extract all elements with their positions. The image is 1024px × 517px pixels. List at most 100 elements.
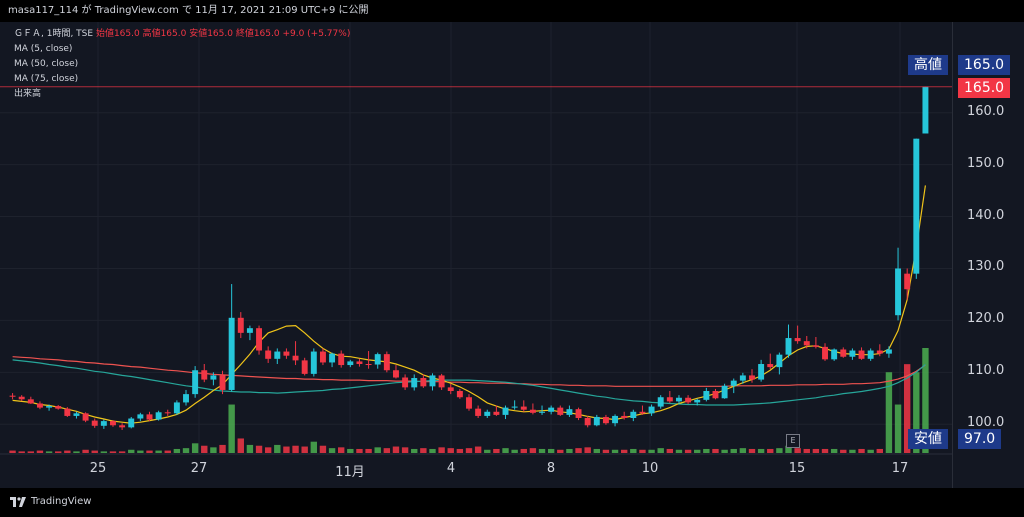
candle-body	[648, 406, 655, 414]
legend-ma75[interactable]: MA (75, close)	[14, 74, 79, 84]
candle-body	[721, 385, 728, 399]
volume-bar	[210, 447, 217, 453]
candle-body	[557, 407, 564, 415]
volume-bar	[703, 448, 710, 453]
candle-body	[593, 416, 600, 426]
candle-body	[694, 399, 701, 403]
volume-bar	[191, 443, 199, 453]
volume-bar	[465, 448, 473, 453]
candle-body	[402, 377, 409, 388]
candle-body	[575, 409, 582, 419]
volume-bar	[27, 451, 35, 453]
candle-body	[356, 361, 363, 365]
candle-body	[283, 351, 290, 356]
legend-ma5[interactable]: MA (5, close)	[14, 44, 73, 54]
volume-bar	[137, 450, 144, 453]
volume-bar	[474, 446, 482, 453]
candle-body	[429, 375, 436, 387]
volume-bar	[173, 448, 181, 453]
candle-body	[27, 399, 34, 404]
volume-bar	[310, 441, 318, 453]
price-tick-label: 140.0	[967, 207, 1005, 223]
candle-body	[885, 349, 892, 354]
ma75-line	[12, 356, 926, 387]
candle-body	[55, 406, 62, 409]
candle-body	[82, 413, 89, 421]
volume-bar	[748, 448, 756, 453]
candle-body	[219, 375, 226, 390]
volume-bar	[721, 449, 728, 453]
candle-body	[484, 411, 491, 416]
candle-body	[895, 268, 902, 316]
volume-bar	[91, 450, 98, 453]
candle-body	[36, 403, 43, 408]
earnings-marker[interactable]: E	[786, 434, 800, 448]
chart-area[interactable]	[0, 22, 1024, 488]
volume-bar	[365, 448, 372, 453]
legend-ma50[interactable]: MA (50, close)	[14, 59, 79, 69]
volume-bar	[328, 448, 336, 453]
volume-bar	[411, 448, 418, 453]
legend-symbol[interactable]: ＧＦＡ, 1時間, TSE	[14, 29, 94, 39]
candle-body	[794, 338, 801, 342]
publisher-bar: masa117_114 が TradingView.com で 11月 17, …	[0, 0, 1024, 22]
candle-body	[146, 414, 153, 420]
volume-bar	[155, 450, 162, 453]
candle-body	[46, 406, 53, 408]
legend-volume[interactable]: 出来高	[14, 89, 42, 99]
candle-body	[511, 406, 518, 408]
volume-bar	[867, 449, 874, 453]
volume-bar	[794, 448, 801, 453]
candle-body	[64, 408, 71, 416]
candle-body	[137, 414, 144, 419]
candle-body	[192, 370, 199, 395]
volume-bar	[639, 449, 646, 453]
price-chart[interactable]	[0, 22, 1024, 488]
candle-body	[338, 353, 345, 366]
candle-body	[265, 350, 272, 359]
price-axis-separator	[952, 22, 953, 488]
candle-body	[466, 397, 472, 409]
candle-body	[393, 370, 399, 378]
volume-bar	[45, 451, 53, 453]
candle-body	[621, 415, 628, 419]
volume-bar	[684, 449, 692, 453]
candle-body	[456, 391, 463, 398]
volume-bar	[885, 372, 893, 453]
candle-body	[100, 421, 107, 426]
volume-bar	[456, 448, 464, 453]
volume-bar	[301, 446, 308, 453]
volume-bar	[648, 449, 655, 453]
candle-body	[602, 416, 609, 424]
candle-body	[256, 328, 263, 351]
candles	[9, 86, 929, 430]
price-tick-label: 130.0	[967, 259, 1005, 275]
volume-bar	[146, 450, 153, 453]
volume-bar	[630, 448, 637, 453]
volume-bar	[666, 448, 674, 453]
volume-bar	[894, 404, 902, 453]
volume-bar	[292, 445, 299, 453]
volume-bar	[237, 438, 244, 453]
candle-body	[867, 350, 874, 359]
volume-bar	[118, 451, 126, 453]
candle-body	[173, 402, 180, 414]
volume-bar	[73, 451, 80, 453]
candle-body	[493, 411, 500, 415]
candle-body	[155, 412, 162, 420]
candle-body	[164, 412, 171, 414]
tradingview-logo[interactable]: TradingView	[10, 496, 91, 507]
candle-body	[246, 328, 253, 333]
volume-bar	[812, 448, 820, 453]
price-tick-label: 120.0	[967, 311, 1005, 327]
moving-averages	[12, 185, 926, 424]
ma5-line	[12, 185, 926, 424]
candle-body	[383, 354, 390, 371]
candle-body	[475, 408, 482, 416]
candle-body	[365, 364, 372, 366]
candle-body	[310, 351, 317, 374]
volume-bar	[511, 449, 518, 453]
candle-body	[520, 406, 527, 410]
candle-body	[776, 354, 783, 368]
footer: TradingView	[0, 488, 1024, 517]
